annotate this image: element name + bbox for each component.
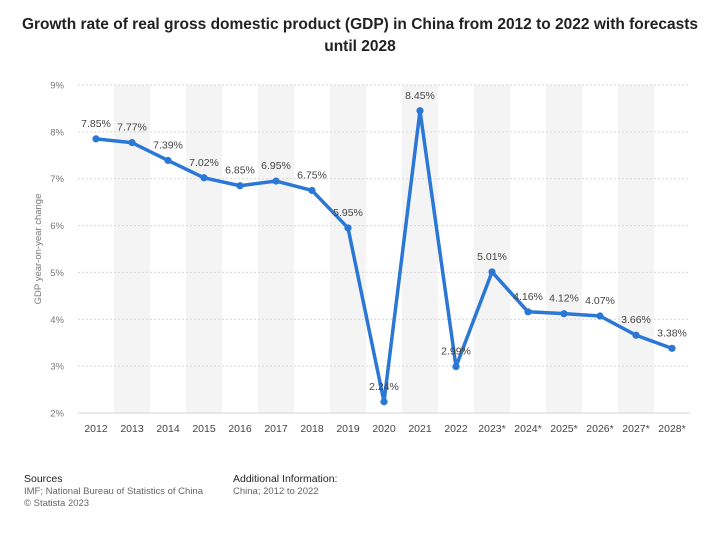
data-label: 4.16% xyxy=(513,291,543,303)
sources-heading: Sources xyxy=(24,473,63,485)
data-label: 6.85% xyxy=(225,165,255,177)
data-point[interactable] xyxy=(272,177,280,185)
data-label: 5.01% xyxy=(477,251,507,263)
x-tick-label: 2027* xyxy=(622,423,649,435)
data-points xyxy=(92,107,676,406)
additional-info-text: China; 2012 to 2022 xyxy=(233,486,319,497)
data-label: 2.99% xyxy=(441,346,471,358)
y-tick-label: 9% xyxy=(50,81,64,92)
column-band xyxy=(330,85,366,413)
additional-info-block: Additional Information: China; 2012 to 2… xyxy=(233,473,337,498)
x-tick-label: 2025* xyxy=(550,423,577,435)
data-point[interactable] xyxy=(200,174,208,182)
x-tick-label: 2016 xyxy=(228,423,252,435)
y-axis-label: GDP year-on-year change xyxy=(33,194,44,305)
sources-text: IMF; National Bureau of Statistics of Ch… xyxy=(24,486,203,497)
series-line xyxy=(94,109,674,404)
y-tick-label: 7% xyxy=(50,174,64,185)
data-label: 4.07% xyxy=(585,295,615,307)
data-labels: 7.85% 7.77% 7.39% 7.02% 6.85% 6.95% 6.75% 5.95%… xyxy=(81,90,687,393)
data-label: 4.12% xyxy=(549,293,579,305)
y-tick-label: 5% xyxy=(50,268,64,279)
column-band xyxy=(474,85,510,413)
data-point[interactable] xyxy=(380,398,388,406)
column-band xyxy=(402,85,438,413)
data-point[interactable] xyxy=(236,182,244,190)
x-tick-label: 2023* xyxy=(478,423,505,435)
data-label: 7.77% xyxy=(117,122,147,134)
data-point[interactable] xyxy=(128,139,136,147)
data-point[interactable] xyxy=(560,310,568,318)
data-label: 2.24% xyxy=(369,381,399,393)
x-tick-label: 2028* xyxy=(658,423,685,435)
x-tick-label: 2013 xyxy=(120,423,144,435)
data-point[interactable] xyxy=(452,363,460,371)
data-label: 6.95% xyxy=(261,160,291,172)
data-point[interactable] xyxy=(416,107,424,115)
chart-title: Growth rate of real gross domestic produ… xyxy=(21,16,699,55)
additional-info-heading: Additional Information: xyxy=(233,473,338,485)
copyright-text: © Statista 2023 xyxy=(24,498,90,509)
x-tick-label: 2018 xyxy=(300,423,324,435)
x-tick-label: 2015 xyxy=(192,423,216,435)
data-label: 7.39% xyxy=(153,139,183,151)
data-point[interactable] xyxy=(524,308,532,316)
data-point[interactable] xyxy=(668,344,676,352)
y-tick-label: 6% xyxy=(50,221,64,232)
data-label: 7.85% xyxy=(81,118,111,130)
y-tick-label: 8% xyxy=(50,127,64,138)
column-band xyxy=(618,85,654,413)
x-tick-label: 2026* xyxy=(586,423,613,435)
series-line-group xyxy=(94,109,674,404)
column-band xyxy=(546,85,582,413)
x-tick-label: 2014 xyxy=(156,423,180,435)
data-label: 6.75% xyxy=(297,169,327,181)
sources-block: Sources IMF; National Bureau of Statisti… xyxy=(24,473,203,510)
data-label: 3.38% xyxy=(657,327,687,339)
data-point[interactable] xyxy=(164,156,172,165)
x-tick-label: 2017 xyxy=(264,423,288,435)
x-axis-ticks: 2012 2013 2014 2015 2016 2017 2018 2019 2020 2021… xyxy=(84,423,685,435)
x-tick-label: 2020 xyxy=(372,423,396,435)
data-point[interactable] xyxy=(344,224,352,232)
column-band xyxy=(114,85,150,413)
data-label: 7.02% xyxy=(189,157,219,169)
data-point[interactable] xyxy=(308,186,316,195)
y-tick-label: 3% xyxy=(50,362,64,373)
x-tick-label: 2024* xyxy=(514,423,541,435)
data-point[interactable] xyxy=(488,268,496,276)
y-axis-ticks: 2% 3% 4% 5% 6% 7% 8% 9% xyxy=(50,81,64,420)
data-label: 5.95% xyxy=(333,207,363,219)
y-tick-label: 2% xyxy=(50,409,64,420)
x-tick-label: 2022 xyxy=(444,423,468,435)
column-band xyxy=(258,85,294,413)
column-band xyxy=(186,85,222,413)
line-chart: 2%3%4%5%6%7%8%9% 2012 2013 2014 2015 2016 201… xyxy=(33,81,690,435)
data-label: 8.45% xyxy=(405,90,435,102)
data-point[interactable] xyxy=(632,331,640,339)
x-tick-label: 2019 xyxy=(336,423,360,435)
x-tick-label: 2021 xyxy=(408,423,432,435)
data-label: 3.66% xyxy=(621,314,651,326)
x-tick-label: 2012 xyxy=(84,423,108,435)
y-tick-label: 4% xyxy=(50,315,64,326)
column-bands xyxy=(114,85,654,413)
data-point[interactable] xyxy=(92,135,100,143)
gridlines xyxy=(78,84,690,414)
data-point[interactable] xyxy=(596,312,604,320)
